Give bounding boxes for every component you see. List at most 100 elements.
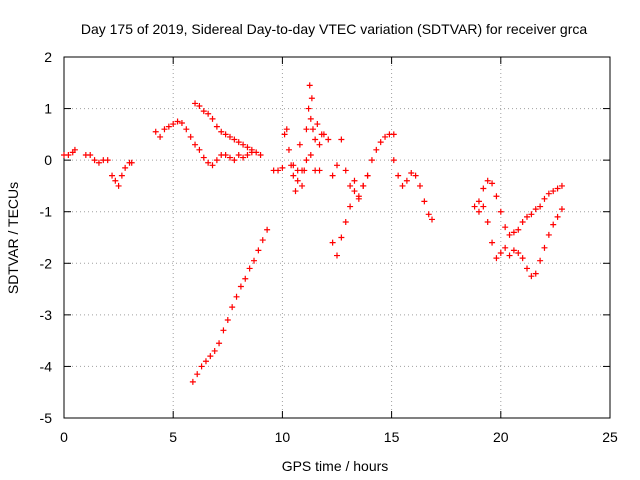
data-point: [305, 105, 312, 112]
data-point: [506, 231, 513, 238]
data-point: [264, 226, 271, 233]
data-point: [351, 177, 358, 184]
data-point: [497, 208, 504, 215]
data-point: [281, 131, 288, 138]
data-point: [314, 121, 321, 128]
data-point: [309, 126, 316, 133]
data-point: [399, 182, 406, 189]
data-point: [342, 167, 349, 174]
x-tick-label: 10: [275, 429, 291, 445]
data-point: [312, 136, 319, 143]
data-point: [532, 270, 539, 277]
y-tick-label: -5: [40, 410, 53, 426]
data-point: [497, 249, 504, 256]
data-point: [524, 213, 531, 220]
data-point: [329, 172, 336, 179]
data-point: [493, 255, 500, 262]
axis-layer: [63, 56, 611, 419]
data-point: [65, 151, 72, 158]
data-point: [334, 252, 340, 259]
data-point: [306, 82, 313, 89]
data-point: [222, 131, 229, 138]
data-point: [240, 154, 247, 161]
data-point: [218, 128, 225, 135]
data-point: [213, 123, 220, 130]
data-point: [157, 133, 164, 140]
data-point: [240, 141, 247, 148]
x-tick-label: 20: [493, 429, 509, 445]
data-point: [279, 164, 286, 171]
data-point: [115, 182, 122, 189]
x-tick-label: 25: [602, 429, 618, 445]
data-point: [290, 172, 297, 179]
data-point: [558, 206, 565, 213]
data-point: [307, 151, 314, 158]
data-point: [416, 182, 423, 189]
data-point: [395, 172, 402, 179]
data-point: [192, 141, 199, 148]
data-point: [244, 151, 251, 158]
data-point: [347, 203, 354, 210]
data-point: [189, 378, 196, 385]
data-point: [515, 226, 522, 233]
data-point: [170, 121, 177, 128]
data-point: [296, 141, 303, 148]
data-point: [334, 162, 340, 169]
data-point: [519, 255, 526, 262]
data-point: [235, 151, 242, 158]
data-point: [200, 154, 207, 161]
series-afternoon-dip: [329, 172, 371, 259]
series-midday-b: [290, 131, 397, 200]
x-axis-label: GPS time / hours: [282, 458, 389, 474]
data-point: [222, 151, 229, 158]
data-point: [537, 257, 544, 264]
x-tick-label: 15: [384, 429, 400, 445]
y-axis-label: SDTVAR / TECUs: [5, 182, 21, 294]
data-point: [202, 358, 209, 365]
data-point: [403, 177, 410, 184]
data-point: [347, 182, 354, 189]
y-tick-label: 2: [44, 49, 52, 65]
data-point: [355, 195, 362, 202]
data-point: [299, 167, 306, 174]
data-point: [192, 100, 199, 107]
data-point: [550, 221, 557, 228]
data-point: [537, 203, 544, 210]
data-point: [480, 203, 487, 210]
data-point: [308, 95, 315, 102]
data-point: [87, 151, 94, 158]
chart-title: Day 175 of 2019, Sidereal Day-to-day VTE…: [81, 21, 587, 37]
data-point: [251, 257, 258, 264]
data-point: [253, 149, 260, 156]
data-point: [480, 185, 487, 192]
data-point: [510, 247, 517, 254]
data-point: [237, 283, 244, 290]
data-point: [364, 172, 371, 179]
data-point: [421, 198, 428, 205]
data-point: [484, 177, 491, 184]
data-point: [524, 265, 531, 272]
series-evening-a: [471, 177, 565, 238]
y-tick-label: -4: [40, 358, 53, 374]
data-point: [91, 157, 98, 164]
data-point: [342, 219, 349, 226]
data-point: [226, 154, 233, 161]
data-point: [246, 265, 253, 272]
data-point: [209, 162, 216, 169]
data-point: [226, 133, 233, 140]
data-point: [541, 195, 548, 202]
data-point: [198, 363, 205, 370]
data-point: [519, 219, 526, 226]
data-point: [95, 159, 102, 166]
data-point: [425, 211, 432, 218]
series-morning-b: [192, 100, 264, 158]
data-point: [303, 126, 310, 133]
series-morning-a: [152, 118, 255, 169]
data-point: [207, 353, 214, 360]
data-point: [360, 182, 367, 189]
data-point: [174, 118, 181, 125]
data-point: [471, 203, 478, 210]
y-tick-label: -2: [40, 255, 53, 271]
data-point: [285, 146, 292, 153]
